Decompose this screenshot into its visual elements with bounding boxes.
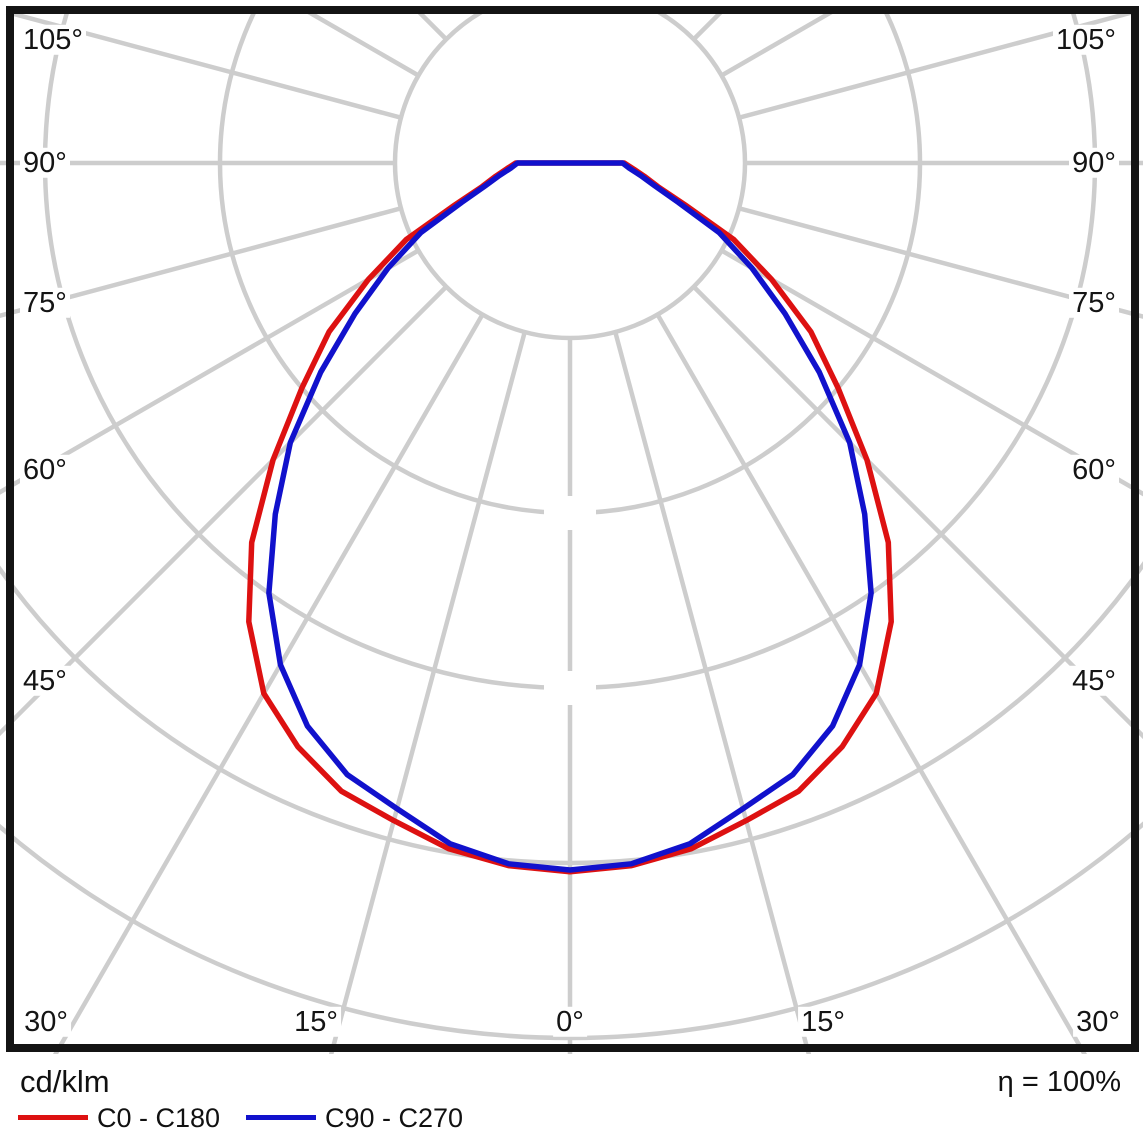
legend-label-c0-c180: C0 - C180 xyxy=(97,1103,221,1133)
curve-c90-c270 xyxy=(266,160,874,873)
angle-label-bottom-30L: 30° xyxy=(21,1006,71,1037)
angle-label-left-60: 60° xyxy=(20,454,70,485)
radial-unit-label: cd/klm xyxy=(20,1064,110,1099)
angle-label-bottom-15L: 15° xyxy=(291,1006,341,1037)
angle-label-right-45: 45° xyxy=(1069,665,1119,696)
legend-label-c90-c270: C90 - C270 xyxy=(325,1103,464,1133)
angle-label-left-105: 105° xyxy=(20,24,86,55)
angle-label-right-90: 90° xyxy=(1069,147,1119,178)
efficiency-label: η = 100% xyxy=(997,1066,1121,1098)
angle-label-right-75: 75° xyxy=(1069,287,1119,318)
angle-label-left-45: 45° xyxy=(20,665,70,696)
angle-label-right-105: 105° xyxy=(1053,24,1119,55)
angle-label-bottom-30R: 30° xyxy=(1073,1006,1123,1037)
plot-frame xyxy=(6,6,1139,1052)
angle-label-right-60: 60° xyxy=(1069,454,1119,485)
angle-label-left-75: 75° xyxy=(20,287,70,318)
legend-line-c90-c270 xyxy=(246,1115,316,1120)
angle-label-bottom-0: 0° xyxy=(553,1006,587,1037)
angle-label-bottom-15R: 15° xyxy=(798,1006,848,1037)
legend-line-c0-c180 xyxy=(18,1115,88,1120)
angle-label-left-90: 90° xyxy=(20,147,70,178)
